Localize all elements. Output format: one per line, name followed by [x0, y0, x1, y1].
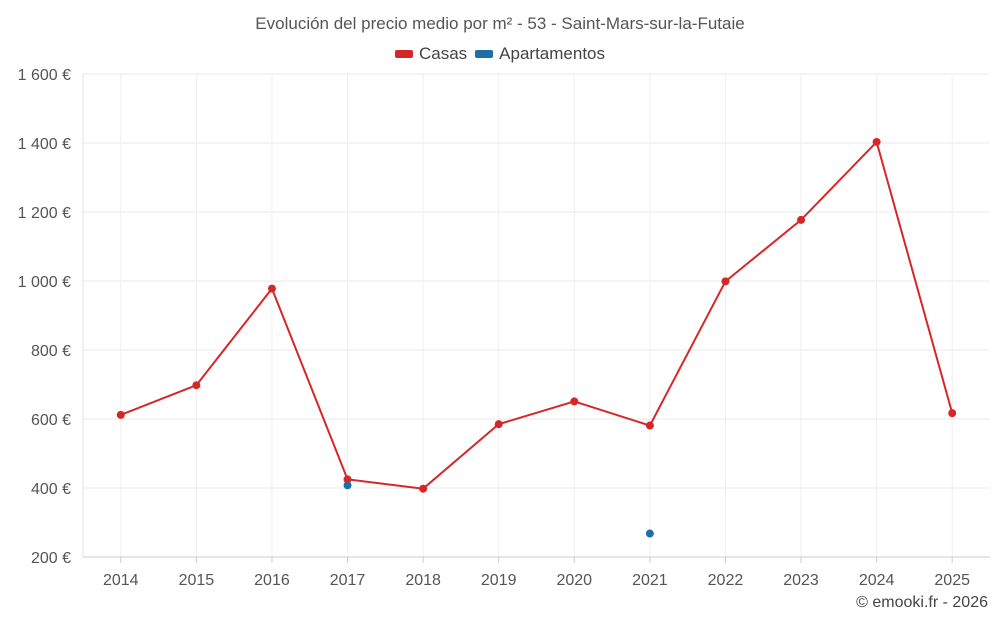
x-tick-label: 2015 [179, 572, 215, 589]
x-tick-label: 2018 [405, 572, 441, 589]
y-tick-label: 1 600 € [18, 67, 71, 84]
data-point-casas-2014 [116, 410, 125, 419]
y-tick-label: 1 200 € [18, 205, 71, 222]
x-tick-label: 2020 [556, 572, 592, 589]
x-tick-label: 2024 [859, 572, 895, 589]
data-point-casas-2015 [192, 381, 201, 390]
x-tick-label: 2021 [632, 572, 668, 589]
legend-swatch-apartamentos [475, 50, 494, 58]
data-point-apartamentos-2017 [343, 481, 352, 490]
data-point-casas-2020 [570, 397, 579, 406]
x-tick-label: 2014 [103, 572, 139, 589]
credit-text: © emooki.fr - 2026 [856, 594, 988, 611]
data-point-apartamentos-2021 [645, 529, 654, 538]
y-tick-label: 600 € [31, 412, 71, 429]
y-tick-label: 400 € [31, 481, 71, 498]
x-tick-label: 2025 [934, 572, 970, 589]
data-point-casas-2023 [797, 215, 806, 224]
data-point-casas-2018 [419, 484, 428, 493]
legend-swatch-casas [394, 50, 413, 58]
y-tick-label: 800 € [31, 343, 71, 360]
legend: Casas Apartamentos [0, 44, 1000, 64]
x-tick-label: 2019 [481, 572, 517, 589]
y-tick-label: 1 000 € [18, 274, 71, 291]
legend-item-apartamentos[interactable]: Apartamentos [475, 44, 605, 64]
series-line-casas [120, 140, 954, 490]
data-point-casas-2019 [494, 420, 503, 429]
data-point-casas-2025 [948, 409, 957, 418]
data-point-casas-2017 [343, 475, 352, 484]
chart-title: Evolución del precio medio por m² - 53 -… [255, 14, 745, 33]
y-tick-label: 1 400 € [18, 136, 71, 153]
legend-label-apartamentos: Apartamentos [499, 44, 606, 63]
legend-item-casas[interactable]: Casas [394, 44, 468, 64]
x-tick-label: 2016 [254, 572, 290, 589]
x-tick-label: 2023 [783, 572, 819, 589]
data-point-casas-2016 [267, 284, 276, 293]
data-point-casas-2024 [872, 137, 881, 146]
data-point-casas-2021 [645, 421, 654, 430]
data-point-casas-2022 [721, 277, 730, 286]
x-tick-label: 2017 [330, 572, 366, 589]
legend-label-casas: Casas [418, 44, 468, 63]
y-tick-label: 200 € [31, 550, 71, 567]
x-tick-label: 2022 [708, 572, 744, 589]
